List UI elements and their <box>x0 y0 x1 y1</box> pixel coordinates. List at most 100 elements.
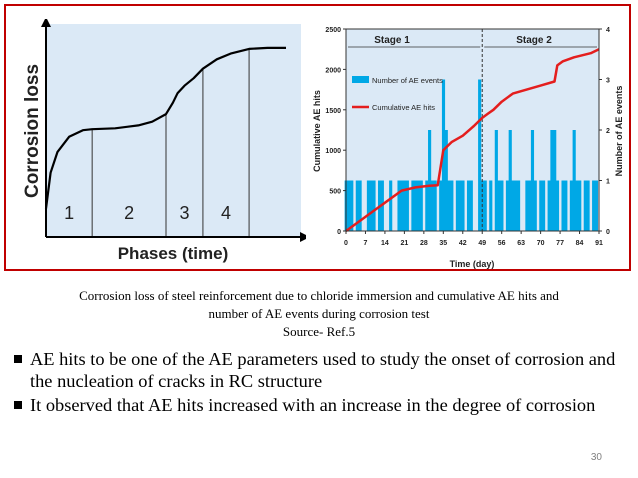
right-y2-axis-label: Number of AE events <box>614 86 624 177</box>
ae-event-bar <box>372 180 376 231</box>
ae-event-bar <box>505 180 510 231</box>
ae-event-bar <box>478 79 482 231</box>
x-tick-label: 14 <box>381 240 389 247</box>
ae-event-bar <box>403 180 407 231</box>
ae-event-bar <box>569 180 573 231</box>
x-tick-label: 35 <box>439 240 447 247</box>
ae-event-bar <box>517 180 521 231</box>
ae-event-bar <box>419 180 423 231</box>
ae-event-bar <box>525 180 529 231</box>
ae-event-bar <box>583 180 587 231</box>
ae-event-bar <box>575 180 579 231</box>
ae-event-bar <box>350 180 354 231</box>
y-tick-label: 0 <box>337 229 341 236</box>
bullet-text: AE hits to be one of the AE parameters u… <box>30 349 616 391</box>
ae-event-bar <box>405 180 409 231</box>
ae-event-bar <box>397 180 401 231</box>
ae-event-bar <box>414 180 418 231</box>
y2-tick-label: 1 <box>606 179 610 186</box>
ae-event-bar <box>355 180 359 231</box>
y-tick-label: 2500 <box>325 27 341 34</box>
ae-event-bar <box>411 180 415 231</box>
ae-event-bar <box>416 180 421 231</box>
ae-event-bar <box>511 180 515 231</box>
ae-event-bar <box>455 180 459 231</box>
y2-tick-label: 4 <box>606 27 610 34</box>
ae-event-bar <box>508 130 512 231</box>
y2-tick-label: 2 <box>606 128 610 135</box>
x-tick-label: 84 <box>576 240 584 247</box>
legend-events-swatch <box>352 76 369 83</box>
ae-event-bar <box>530 130 535 231</box>
ae-event-bar <box>483 180 487 231</box>
chart-legend: Number of AE events Cumulative AE hits <box>352 76 443 112</box>
ae-hits-chart: 0 500 1000 1500 2000 2500 0 1 2 3 4 0 7 14 21 28 35 42 49 5… <box>312 27 624 269</box>
ae-event-bar <box>578 180 582 231</box>
ae-event-bar <box>542 180 546 231</box>
ae-event-bar <box>489 180 493 231</box>
phase-label: 2 <box>124 203 134 223</box>
ae-event-bar <box>586 180 590 231</box>
ae-event-bar <box>369 180 373 231</box>
x-tick-label: 91 <box>595 240 603 247</box>
figure-source: Source- Ref.5 <box>282 324 356 339</box>
x-tick-label: 7 <box>364 240 368 247</box>
ae-event-bar <box>500 180 504 231</box>
phase-label: 4 <box>221 203 231 223</box>
stage-2-label: Stage 2 <box>516 35 552 46</box>
ae-event-bar <box>547 180 551 231</box>
x-tick-label: 49 <box>478 240 486 247</box>
ae-event-bar <box>450 180 454 231</box>
corrosion-loss-curve <box>44 46 286 209</box>
bullet-square-icon <box>14 355 22 363</box>
ae-event-bar <box>428 130 432 231</box>
x-tick-label: 56 <box>498 240 506 247</box>
right-plot-border <box>345 28 600 232</box>
ae-event-bar <box>594 180 598 231</box>
phase-label: 1 <box>64 203 74 223</box>
x-tick-label: 0 <box>344 240 348 247</box>
ae-event-bar <box>564 180 568 231</box>
figure-caption-line-1: Corrosion loss of steel reinforcement du… <box>79 288 559 303</box>
ae-event-bar <box>533 180 537 231</box>
ae-event-bar <box>439 180 443 231</box>
ae-event-bar <box>461 180 465 231</box>
right-y-axis-label: Cumulative AE hits <box>312 90 322 172</box>
y-tick-label: 1000 <box>325 148 341 155</box>
left-x-axis-label: Phases (time) <box>118 244 229 263</box>
x-tick-label: 28 <box>420 240 428 247</box>
ae-event-bar <box>458 180 462 231</box>
ae-event-bar <box>433 180 437 231</box>
y-tick-label: 500 <box>329 189 341 196</box>
ae-event-bar <box>561 180 565 231</box>
ae-event-bar <box>497 180 501 231</box>
x-tick-label: 70 <box>537 240 545 247</box>
ae-event-bar <box>447 180 451 231</box>
ae-event-bar <box>444 130 448 231</box>
x-tick-label: 77 <box>556 240 564 247</box>
y2-tick-label: 3 <box>606 78 610 85</box>
y-tick-label: 1500 <box>325 108 341 115</box>
ae-event-bar <box>553 130 557 231</box>
ae-event-bar <box>358 180 362 231</box>
left-y-axis-label: Corrosion loss <box>22 64 43 198</box>
ae-event-bar <box>366 180 371 231</box>
cumulative-ae-hits-line <box>345 48 600 233</box>
y2-tick-label: 0 <box>606 229 610 236</box>
ae-event-bar <box>550 130 554 231</box>
x-tick-label: 63 <box>517 240 525 247</box>
ae-event-bar <box>555 180 560 231</box>
page-number: 30 <box>590 452 602 463</box>
left-y-arrow <box>41 19 51 27</box>
legend-events-label: Number of AE events <box>372 76 443 85</box>
x-tick-label: 21 <box>400 240 408 247</box>
legend-hits-label: Cumulative AE hits <box>372 103 435 112</box>
ae-event-bar <box>389 180 393 231</box>
figure-caption-line-2: number of AE events during corrosion tes… <box>208 306 430 321</box>
ae-event-bar <box>469 180 473 231</box>
ae-event-bar <box>539 180 543 231</box>
ae-event-bar <box>592 180 596 231</box>
bullet-list: AE hits to be one of the AE parameters u… <box>14 348 624 418</box>
corrosion-loss-chart: 1 2 3 4 Corrosion loss Phases (time) <box>22 19 306 263</box>
